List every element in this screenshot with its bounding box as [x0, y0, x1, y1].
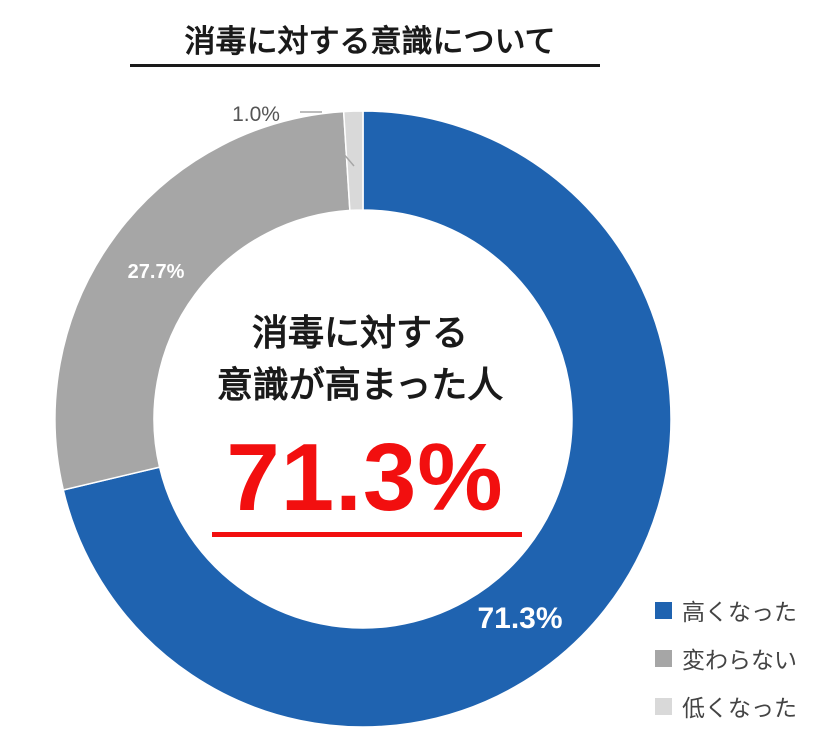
- slice-low: [342, 110, 364, 212]
- legend-label-same: 変わらない: [682, 648, 797, 674]
- legend-label-high: 高くなった: [682, 600, 797, 626]
- data-label-high: 71.3%: [477, 602, 562, 635]
- data-label-same: 27.7%: [128, 261, 185, 283]
- center-value-underline: [212, 532, 522, 537]
- legend-item-low: 低くなった: [655, 682, 835, 730]
- center-value: 71.3%: [226, 424, 504, 531]
- chart-title: 消毒に対する意識について: [184, 24, 556, 60]
- legend-label-low: 低くなった: [682, 696, 797, 722]
- legend-swatch-same: [655, 649, 672, 667]
- slice-same: [54, 110, 351, 491]
- legend: 高くなった 変わらない 低くなった: [655, 586, 835, 730]
- legend-item-same: 変わらない: [655, 634, 835, 682]
- center-caption-line2: 意識が高まった人: [216, 365, 504, 406]
- center-caption: 消毒に対する 意識が高まった人: [185, 308, 535, 412]
- legend-swatch-high: [655, 601, 672, 619]
- legend-item-high: 高くなった: [655, 586, 835, 634]
- legend-swatch-low: [655, 697, 672, 715]
- title-underline: [130, 64, 600, 67]
- slice-high: [62, 110, 672, 728]
- data-label-low: 1.0%: [232, 103, 280, 126]
- leader-line-low-diag: [341, 151, 355, 167]
- center-caption-line1: 消毒に対する: [251, 313, 468, 354]
